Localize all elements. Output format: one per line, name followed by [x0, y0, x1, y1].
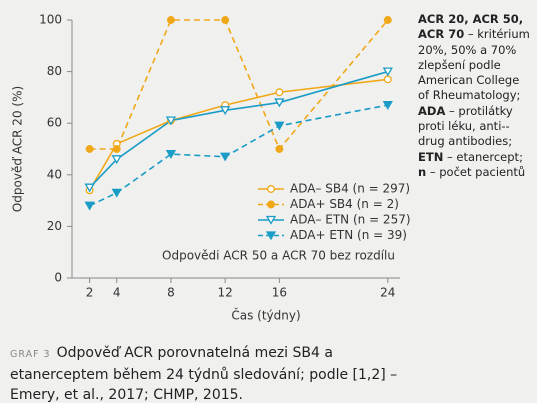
- note-item: ADA – protilátky proti léku, anti--drug …: [418, 104, 513, 149]
- marker: [382, 67, 393, 77]
- marker: [220, 106, 231, 116]
- y-tick-label: 40: [47, 167, 62, 181]
- series-line: [88, 78, 388, 191]
- marker: [383, 75, 392, 84]
- x-tick-label: 24: [380, 286, 395, 300]
- marker: [220, 152, 231, 162]
- marker: [382, 100, 393, 110]
- y-tick-label: 100: [39, 13, 62, 27]
- marker: [84, 201, 95, 211]
- y-tick-label: 0: [54, 271, 62, 285]
- note-text: – protilátky proti léku, anti--drug anti…: [418, 103, 513, 149]
- marker: [265, 231, 277, 241]
- marker: [166, 16, 175, 24]
- marker: [275, 88, 284, 97]
- marker: [275, 145, 284, 153]
- marker: [265, 215, 277, 225]
- annotation: Odpovědi ACR 50 a ACR 70 bez rozdílu: [162, 249, 395, 263]
- note-term: ADA: [418, 103, 446, 118]
- legend-label: ADA– SB4 (n = 297): [290, 182, 410, 196]
- legend-label: ADA+ ETN (n = 39): [290, 228, 407, 242]
- x-tick-label: 8: [167, 286, 175, 300]
- y-tick-label: 60: [47, 116, 62, 130]
- series-line: [89, 70, 389, 189]
- note-text: – počet pacientů: [426, 164, 526, 179]
- marker: [111, 188, 122, 198]
- legend-label: ADA– ETN (n = 257): [290, 213, 411, 227]
- marker: [112, 145, 121, 153]
- marker: [267, 185, 275, 193]
- note-term: ETN: [418, 149, 444, 164]
- note-text: – kritérium 20%, 50% a 70% zlepšení podl…: [418, 27, 530, 103]
- y-tick-label: 20: [47, 219, 62, 233]
- x-tick-label: 16: [272, 286, 287, 300]
- note-item: ACR 20, ACR 50, ACR 70 – kritérium 20%, …: [418, 12, 530, 102]
- marker: [165, 116, 177, 126]
- note-item: ETN – etanercept;: [418, 150, 523, 164]
- series-line: [89, 19, 389, 151]
- series-line: [89, 104, 388, 207]
- x-axis-label: Čas (týdny): [231, 308, 300, 323]
- marker: [221, 16, 230, 24]
- note-term: n: [418, 164, 427, 179]
- caption-text: Odpověď ACR porovnatelná mezi SB4 a etan…: [10, 345, 398, 403]
- marker: [383, 16, 392, 24]
- note: ACR 20, ACR 50, ACR 70 – kritérium 20%, …: [418, 12, 534, 180]
- marker: [274, 98, 285, 108]
- note-text: – etanercept;: [443, 149, 523, 164]
- caption-label: GRAF 3: [10, 349, 51, 360]
- x-tick-label: 2: [86, 286, 94, 300]
- note-term: ACR 20, ACR 50, ACR 70: [418, 12, 524, 42]
- note-item: n – počet pacientů: [418, 165, 525, 179]
- caption: GRAF 3 Odpověď ACR porovnatelná mezi SB4 …: [10, 343, 430, 403]
- x-tick-label: 12: [218, 286, 233, 300]
- marker: [274, 121, 285, 131]
- marker: [85, 145, 94, 153]
- marker: [267, 200, 275, 209]
- marker: [165, 150, 177, 159]
- y-tick-label: 80: [47, 64, 62, 78]
- legend-label: ADA+ SB4 (n = 2): [290, 197, 399, 211]
- marker: [84, 183, 95, 193]
- marker: [111, 155, 122, 165]
- x-tick-label: 4: [113, 286, 121, 300]
- y-axis-label: Odpověď ACR 20 (%): [11, 86, 25, 212]
